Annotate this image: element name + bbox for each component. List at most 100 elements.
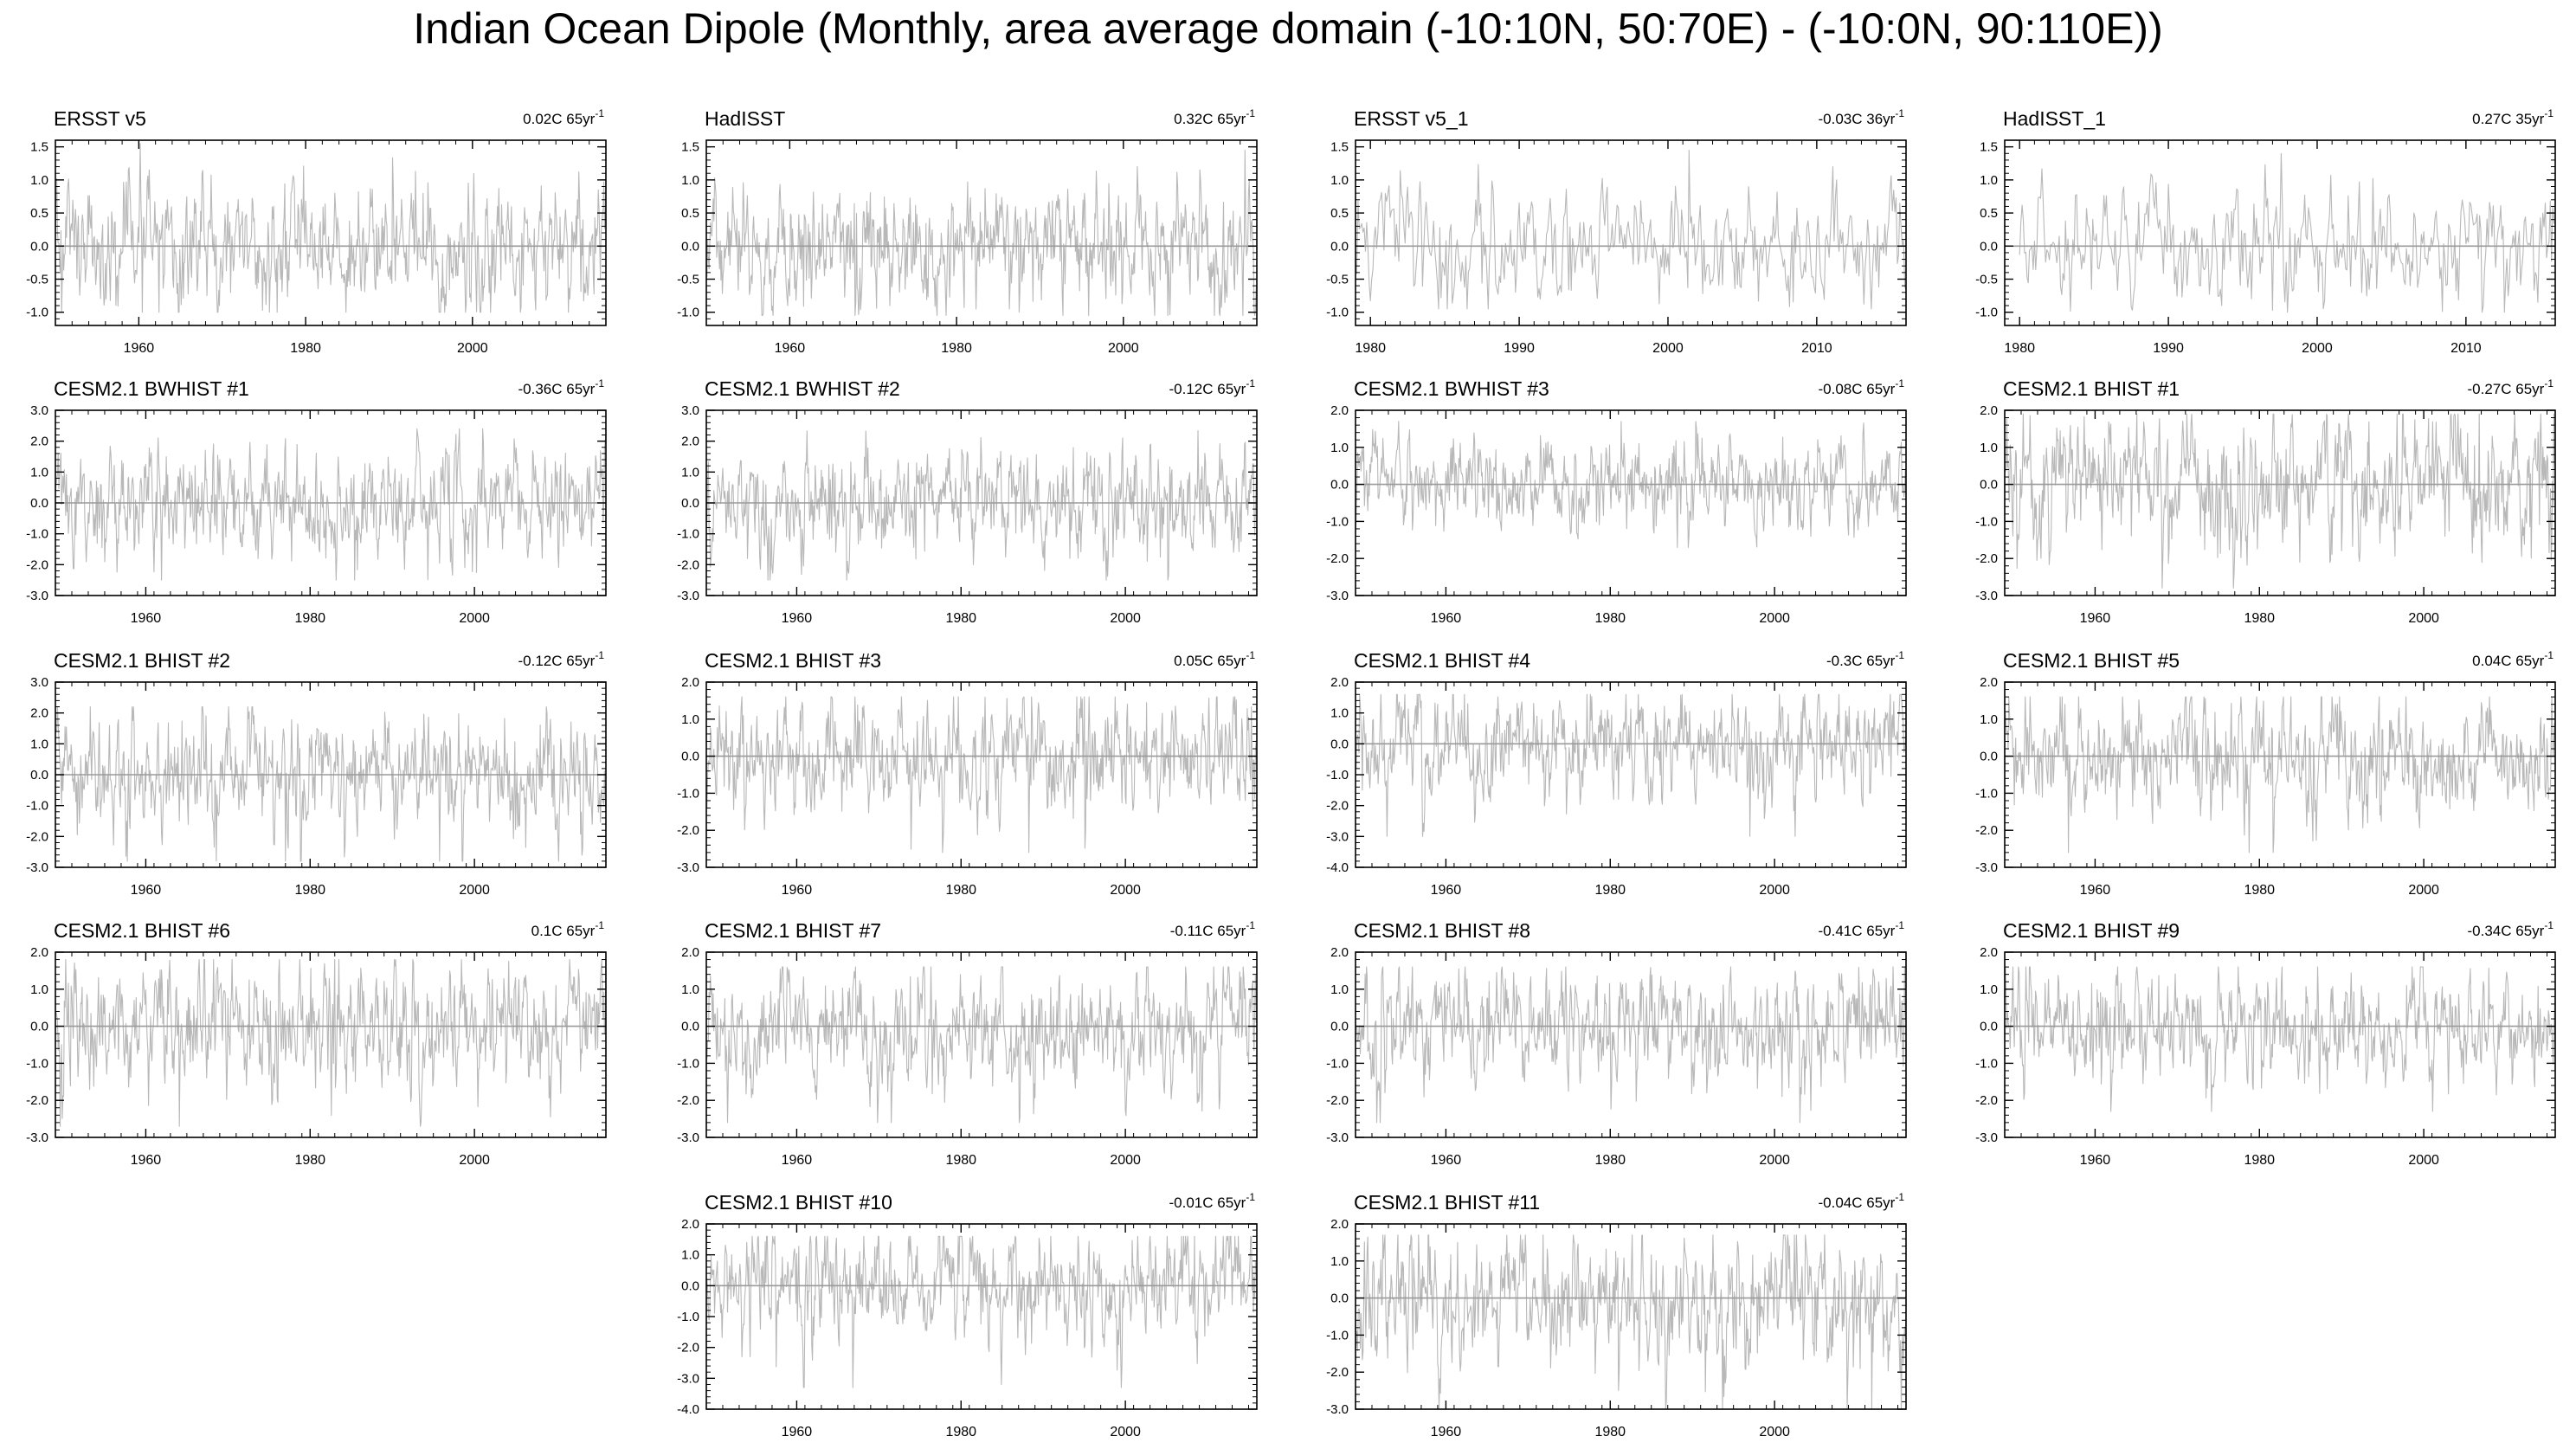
y-tick-label: -1.0	[1326, 514, 1349, 529]
y-tick-label: -2.0	[677, 1093, 699, 1108]
data-series-line	[1355, 1234, 1907, 1410]
y-tick-label: 1.0	[30, 173, 48, 188]
trend-exponent: -1	[2544, 649, 2553, 661]
x-tick-label: 2000	[459, 611, 490, 626]
y-tick-label: 1.0	[1330, 441, 1349, 455]
y-tick-label: 0.0	[681, 496, 699, 511]
x-tick-label: 1990	[1504, 341, 1535, 356]
x-tick-label: 1980	[945, 883, 976, 898]
x-tick-label: 1960	[1431, 1425, 1462, 1439]
y-tick-label: -0.5	[26, 273, 48, 287]
trend-exponent: -1	[1895, 919, 1904, 931]
y-tick-label: 1.0	[1330, 982, 1349, 997]
trend-exponent: -1	[1895, 649, 1904, 661]
x-tick-label: 1980	[2004, 341, 2035, 356]
y-tick-label: -1.0	[1326, 306, 1349, 320]
y-tick-label: -0.5	[1975, 273, 1998, 287]
panel-title: CESM2.1 BHIST #3	[705, 649, 881, 672]
y-tick-label: 2.0	[1980, 403, 1998, 418]
y-tick-label: 3.0	[30, 403, 48, 418]
data-series-line	[1355, 966, 1907, 1124]
y-tick-label: 0.0	[681, 1278, 699, 1293]
panel-14: CESM2.1 BHIST #7 -0.11C 65yr-1 2.0 1.0 0.0 -1…	[677, 919, 1258, 1168]
trend-exponent: -1	[1895, 107, 1904, 119]
panel-8: CESM2.1 BHIST #1 -0.27C 65yr-1 2.0 1.0 0.0 -1…	[1975, 377, 2556, 626]
x-tick-label: 1980	[1594, 883, 1626, 898]
trend-exponent: -1	[595, 649, 604, 661]
trend-value: -0.12C 65yr	[1169, 381, 1246, 397]
panel-4: HadISST_1 0.27C 35yr-1 1.5 1.0 0.5 0.0 -0.5 -1.…	[1975, 107, 2556, 356]
y-tick-label: 2.0	[681, 1217, 699, 1232]
x-tick-label: 2000	[1110, 1153, 1141, 1168]
y-tick-label: 2.0	[681, 675, 699, 690]
trend-value: -0.11C 65yr	[1170, 923, 1246, 939]
panel-title: CESM2.1 BHIST #9	[2003, 919, 2180, 942]
x-tick-label: 1960	[782, 883, 813, 898]
trend-value: 0.04C 65yr	[2472, 653, 2544, 669]
y-tick-label: 2.0	[681, 435, 699, 449]
y-tick-label: 0.0	[30, 1020, 48, 1034]
x-tick-label: 1960	[2080, 611, 2111, 626]
trend-value: -0.27C 65yr	[2468, 381, 2545, 397]
data-series-line	[2004, 413, 2556, 589]
data-series-line	[705, 429, 1258, 581]
panel-15: CESM2.1 BHIST #8 -0.41C 65yr-1 2.0 1.0 0.0 -1…	[1326, 919, 1907, 1168]
x-tick-label: 1960	[782, 611, 813, 626]
y-tick-label: 2.0	[1330, 675, 1349, 690]
panel-title: CESM2.1 BHIST #5	[2003, 649, 2180, 672]
y-tick-label: 1.0	[681, 1248, 699, 1263]
y-tick-label: 1.5	[1980, 140, 1998, 155]
y-tick-label: 0.0	[1980, 750, 1998, 764]
trend-label: 0.32C 65yr-1	[1174, 107, 1255, 127]
trend-label: 0.27C 35yr-1	[2472, 107, 2553, 127]
plot-frame	[2004, 681, 2556, 868]
y-tick-label: -1.0	[1326, 1328, 1349, 1343]
y-tick-label: -1.0	[26, 1056, 48, 1071]
y-tick-label: 1.0	[30, 982, 48, 997]
y-tick-label: -3.0	[1326, 1402, 1349, 1417]
x-tick-label: 2000	[1759, 1425, 1790, 1439]
y-tick-label: 0.0	[681, 1020, 699, 1034]
panel-18: CESM2.1 BHIST #11 -0.04C 65yr-1 2.0 1.0 0.0 -…	[1326, 1191, 1907, 1439]
y-tick-label: 1.0	[1330, 173, 1349, 188]
trend-value: -0.01C 65yr	[1169, 1195, 1246, 1211]
y-tick-label: 1.0	[30, 737, 48, 751]
y-tick-label: 2.0	[1980, 675, 1998, 690]
trend-exponent: -1	[1895, 377, 1904, 390]
y-tick-label: -3.0	[1326, 829, 1349, 844]
y-tick-label: -3.0	[1975, 589, 1998, 603]
y-tick-label: -2.0	[677, 823, 699, 838]
y-tick-label: 0.0	[30, 768, 48, 782]
panel-title: CESM2.1 BWHIST #3	[1354, 377, 1549, 400]
trend-value: -0.34C 65yr	[2468, 923, 2545, 939]
trend-label: -0.12C 65yr-1	[1169, 377, 1256, 397]
y-tick-label: -1.0	[26, 527, 48, 542]
y-tick-label: -3.0	[1975, 860, 1998, 875]
trend-exponent: -1	[1246, 649, 1255, 661]
y-tick-label: 1.0	[1980, 982, 1998, 997]
x-tick-label: 1960	[131, 1153, 162, 1168]
data-series-line	[55, 428, 607, 581]
y-tick-label: 2.0	[30, 945, 48, 960]
x-tick-label: 1960	[2080, 883, 2111, 898]
y-tick-label: 2.0	[1330, 403, 1349, 418]
x-tick-label: 2000	[2408, 1153, 2439, 1168]
y-tick-label: -3.0	[1975, 1130, 1998, 1145]
x-tick-label: 1960	[131, 611, 162, 626]
figure-title: Indian Ocean Dipole (Monthly, area avera…	[413, 4, 2163, 53]
x-tick-label: 1980	[2244, 611, 2275, 626]
y-tick-label: -1.0	[1975, 786, 1998, 801]
data-series-line	[1355, 149, 1907, 310]
panel-title: CESM2.1 BHIST #4	[1354, 649, 1530, 672]
y-tick-label: 0.0	[681, 239, 699, 254]
y-tick-label: 1.0	[681, 465, 699, 480]
trend-value: 0.27C 35yr	[2472, 111, 2544, 127]
trend-value: -0.41C 65yr	[1819, 923, 1896, 939]
y-tick-label: 0.5	[681, 206, 699, 221]
x-tick-label: 1980	[1355, 341, 1386, 356]
y-tick-label: -1.0	[677, 306, 699, 320]
y-tick-label: -2.0	[1326, 1365, 1349, 1380]
plot-frame	[705, 681, 1258, 868]
y-tick-label: 0.0	[1330, 1291, 1349, 1306]
data-series-line	[2004, 696, 2556, 853]
